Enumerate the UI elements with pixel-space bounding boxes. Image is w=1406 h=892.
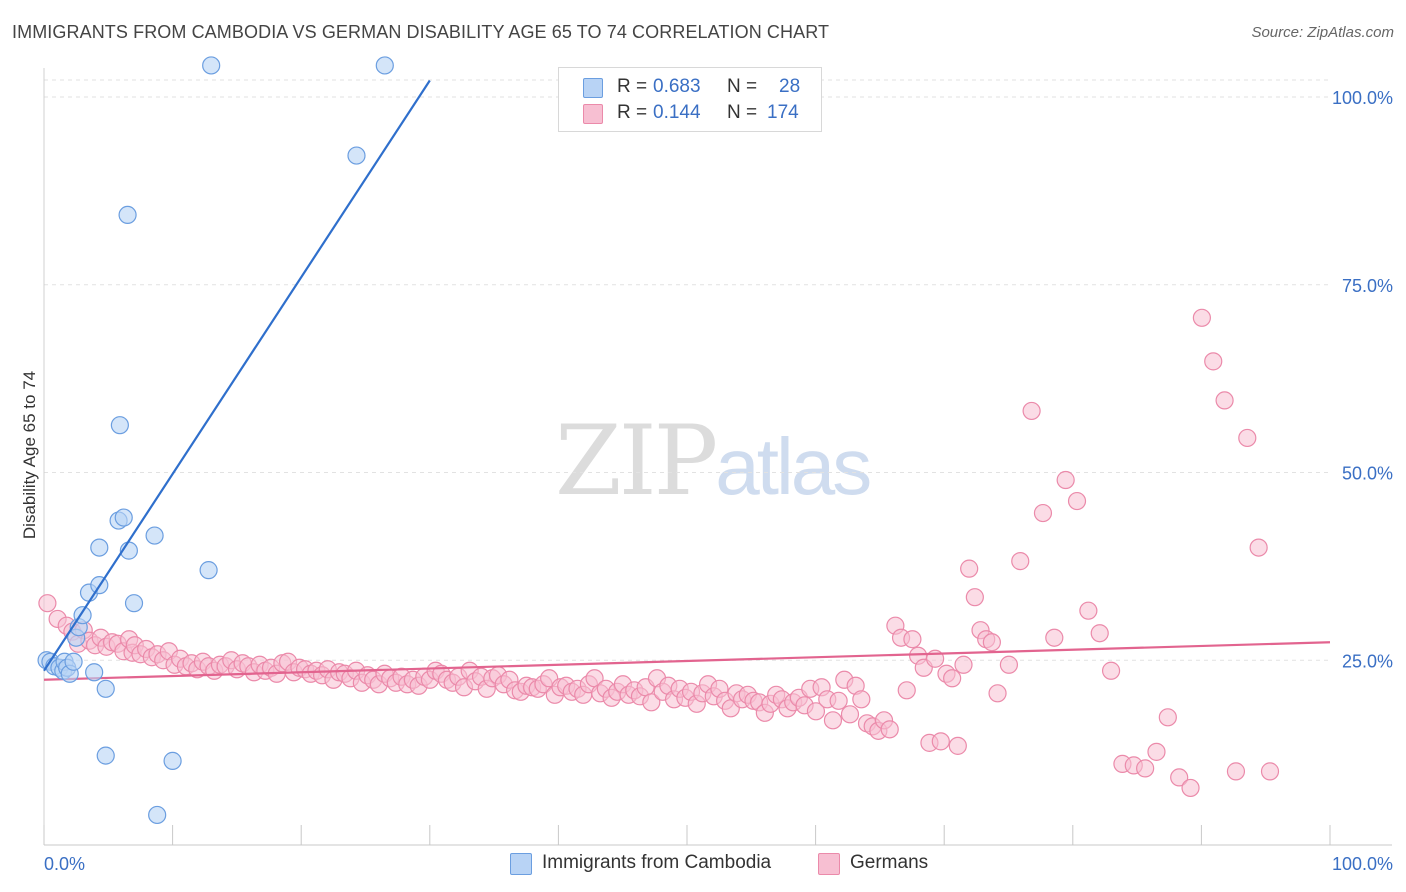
data-point-germans <box>1147 742 1166 761</box>
bottom-legend-label-germans: Germans <box>850 852 929 873</box>
data-point-germans <box>960 559 979 578</box>
data-point-germans <box>988 684 1007 703</box>
data-point-germans <box>1079 601 1098 620</box>
data-point-cambodia <box>163 751 182 770</box>
data-point-germans <box>1192 308 1211 327</box>
legend-swatch-cambodia <box>583 78 603 98</box>
data-point-germans <box>1022 401 1041 421</box>
data-point-germans <box>1260 762 1280 781</box>
bottom-legend-swatch-germans <box>818 853 840 875</box>
x-tick-label: 100.0% <box>1332 854 1393 874</box>
data-point-germans <box>948 736 967 755</box>
legend-n-value: 28 <box>779 76 801 97</box>
data-point-cambodia <box>96 679 115 698</box>
data-point-germans <box>1136 759 1155 778</box>
data-point-cambodia <box>118 205 137 225</box>
legend-swatch-germans <box>583 104 603 124</box>
data-point-cambodia <box>90 538 109 557</box>
data-point-germans <box>1033 503 1053 523</box>
bottom-legend-germans: Germans <box>818 852 978 876</box>
trend-line-cambodia <box>43 79 431 672</box>
data-point-germans <box>1101 661 1121 680</box>
bottom-legend-cambodia: Immigrants from Cambodia <box>510 852 810 876</box>
data-point-germans <box>1090 624 1109 643</box>
legend-n-label: N = <box>727 76 758 97</box>
data-point-germans <box>1067 491 1087 511</box>
chart-title: IMMIGRANTS FROM CAMBODIA VS GERMAN DISAB… <box>12 22 830 42</box>
data-point-germans <box>840 705 860 724</box>
legend-r-value: 0.683 <box>653 76 701 97</box>
data-point-germans <box>1011 552 1030 571</box>
watermark-atlas: atlas <box>715 422 872 511</box>
data-point-germans <box>1226 762 1246 781</box>
y-tick-label: 75.0% <box>1342 276 1393 296</box>
data-point-cambodia <box>375 56 394 75</box>
data-point-germans <box>1158 708 1177 727</box>
data-point-cambodia <box>64 652 83 671</box>
legend-r-label: R = <box>617 76 648 97</box>
data-point-germans <box>903 630 922 649</box>
y-axis-label: Disability Age 65 to 74 <box>20 370 39 540</box>
data-point-cambodia <box>96 746 115 765</box>
data-point-cambodia <box>145 526 164 545</box>
data-point-germans <box>1249 538 1268 557</box>
data-point-germans <box>965 588 984 607</box>
legend-row-cambodia: R = 0.683 N = 28 <box>583 76 813 100</box>
x-tick-label: 0.0% <box>44 854 85 874</box>
data-point-germans <box>823 711 843 730</box>
legend-n-label: N = <box>727 102 758 123</box>
data-point-germans <box>880 720 899 739</box>
y-tick-label: 50.0% <box>1342 464 1393 484</box>
data-point-cambodia <box>202 56 221 75</box>
data-point-germans <box>1215 391 1234 410</box>
data-point-germans <box>806 702 826 721</box>
watermark: ZIPatlas <box>555 405 872 517</box>
data-point-germans <box>982 633 1001 652</box>
legend-n-value: 174 <box>767 102 799 123</box>
bottom-legend-swatch-cambodia <box>510 853 532 875</box>
data-point-germans <box>1045 628 1064 647</box>
data-point-germans <box>829 691 848 710</box>
bottom-legend-label-cambodia: Immigrants from Cambodia <box>542 852 772 873</box>
data-point-germans <box>931 732 950 751</box>
data-point-cambodia <box>85 663 104 682</box>
data-point-cambodia <box>124 594 144 613</box>
data-point-germans <box>852 690 871 709</box>
watermark-zip: ZIP <box>555 405 718 517</box>
legend-r-value: 0.144 <box>653 102 701 123</box>
y-tick-label: 100.0% <box>1332 88 1393 108</box>
data-point-germans <box>954 655 973 674</box>
data-point-germans <box>1170 768 1189 787</box>
trend-line-germans <box>43 641 1331 681</box>
data-point-germans <box>642 693 661 712</box>
data-point-cambodia <box>110 416 129 435</box>
data-point-germans <box>999 655 1019 674</box>
data-point-cambodia <box>199 561 218 580</box>
y-tick-label: 25.0% <box>1342 651 1393 671</box>
data-point-germans <box>1181 778 1200 798</box>
data-point-germans <box>1204 352 1223 371</box>
legend-r-label: R = <box>617 102 648 123</box>
legend-box: R = 0.683 N = 28 R = 0.144 N = 174 <box>558 67 822 132</box>
data-point-cambodia <box>148 805 167 825</box>
data-point-cambodia <box>347 146 366 165</box>
data-point-germans <box>943 669 962 688</box>
data-point-germans <box>38 594 57 613</box>
source-label: Source: ZipAtlas.com <box>1251 24 1394 41</box>
data-point-germans <box>1238 428 1257 448</box>
data-point-germans <box>897 681 916 700</box>
data-point-cambodia <box>114 508 133 527</box>
legend-row-germans: R = 0.144 N = 174 <box>583 102 813 126</box>
data-point-germans <box>1056 470 1075 490</box>
